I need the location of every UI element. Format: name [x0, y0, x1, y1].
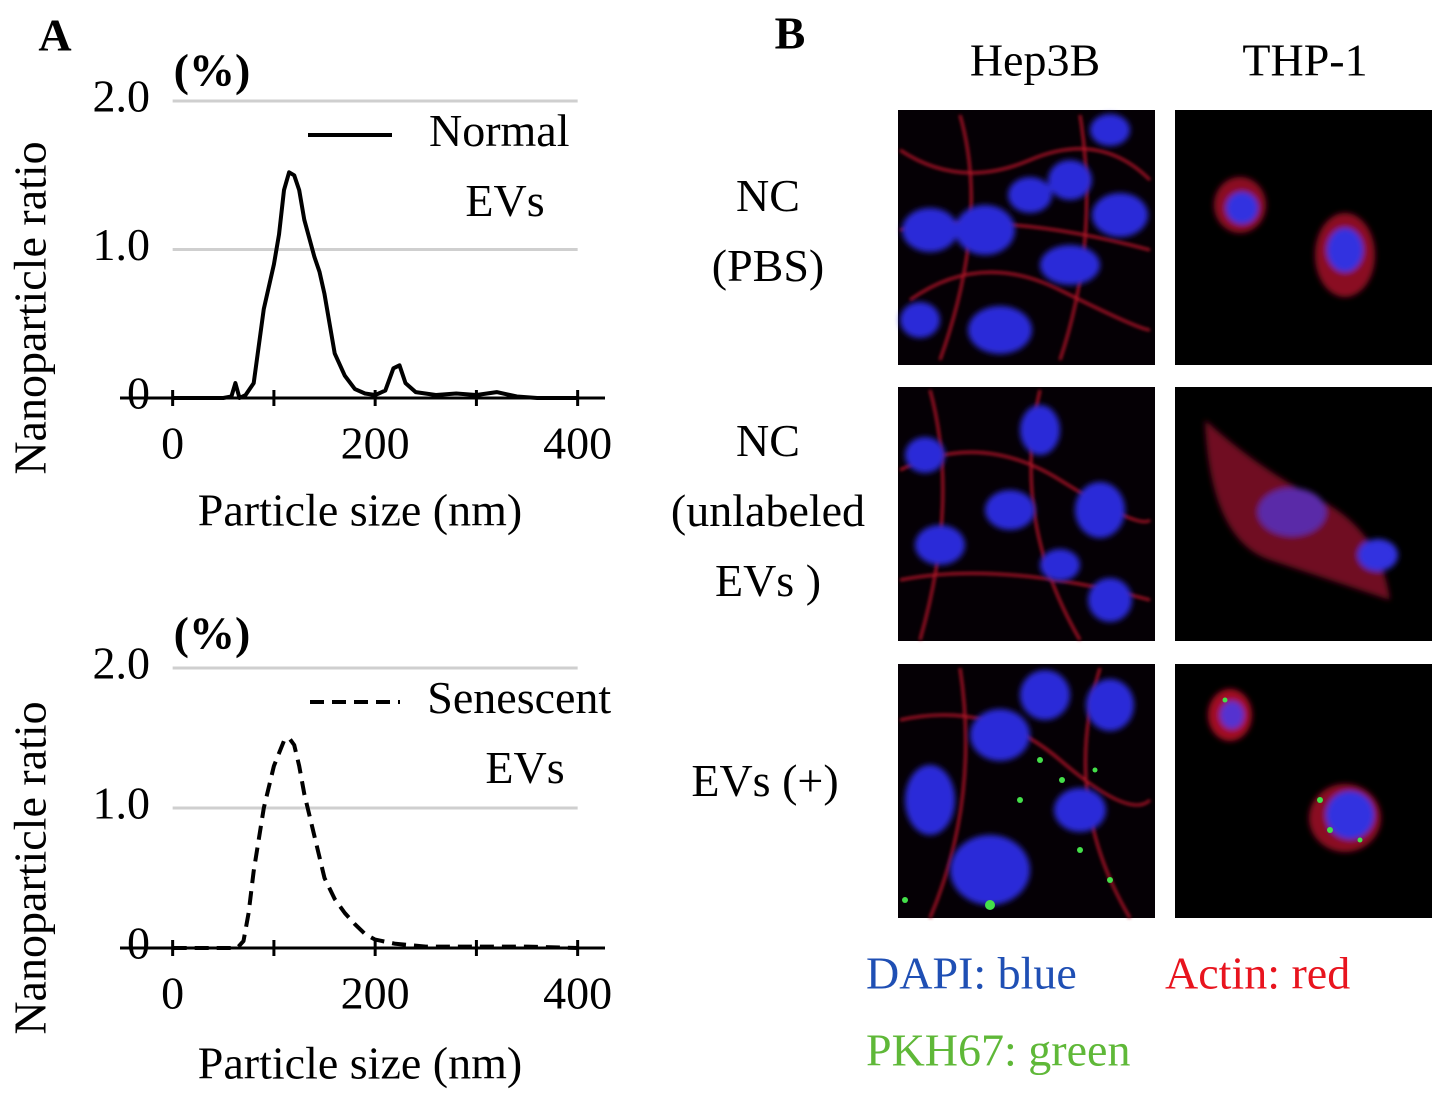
x-tick-label: 0 — [161, 968, 184, 1019]
legend-text: Senescent EVs — [427, 672, 622, 793]
x-tick-label: 400 — [543, 418, 612, 469]
row-label: NC (unlabeled EVs ) — [671, 415, 865, 606]
y-axis-label: Nanoparticle ratio — [5, 141, 56, 474]
legend-text: Normal EVs — [429, 105, 581, 226]
row-label: NC (PBS) — [712, 170, 824, 291]
y-tick-label: 0 — [127, 368, 150, 419]
y-tick-label: 1.0 — [93, 778, 151, 829]
data-line — [172, 736, 578, 950]
y-axis-label: Nanoparticle ratio — [5, 701, 56, 1034]
column-header: Hep3B — [970, 35, 1100, 86]
micrograph — [1175, 664, 1432, 918]
y-tick-label: 0 — [127, 918, 150, 969]
y-tick-label: 1.0 — [93, 219, 151, 270]
x-axis-label: Particle size (nm) — [198, 485, 522, 536]
x-tick-label: 0 — [161, 418, 184, 469]
y-unit: (%) — [174, 608, 251, 659]
y-tick-label: 2.0 — [93, 638, 151, 689]
panel-label: A — [38, 10, 71, 61]
legend-text: DAPI: blue — [866, 948, 1077, 999]
x-tick-label: 200 — [341, 968, 410, 1019]
x-tick-label: 200 — [341, 418, 410, 469]
micrograph — [1175, 387, 1432, 641]
micrograph — [898, 110, 1155, 365]
micrograph — [898, 387, 1155, 641]
row-label: EVs (+) — [691, 755, 838, 806]
x-axis-label: Particle size (nm) — [198, 1038, 522, 1089]
data-line — [172, 170, 578, 400]
micrograph — [1175, 110, 1432, 365]
y-tick-label: 2.0 — [93, 71, 151, 122]
y-unit: (%) — [174, 45, 251, 96]
x-tick-label: 400 — [543, 968, 612, 1019]
legend-text: PKH67: green — [866, 1025, 1130, 1076]
legend-text: Actin: red — [1165, 948, 1350, 999]
micrograph — [898, 664, 1155, 919]
panel-label: B — [775, 8, 806, 59]
column-header: THP-1 — [1242, 35, 1367, 86]
